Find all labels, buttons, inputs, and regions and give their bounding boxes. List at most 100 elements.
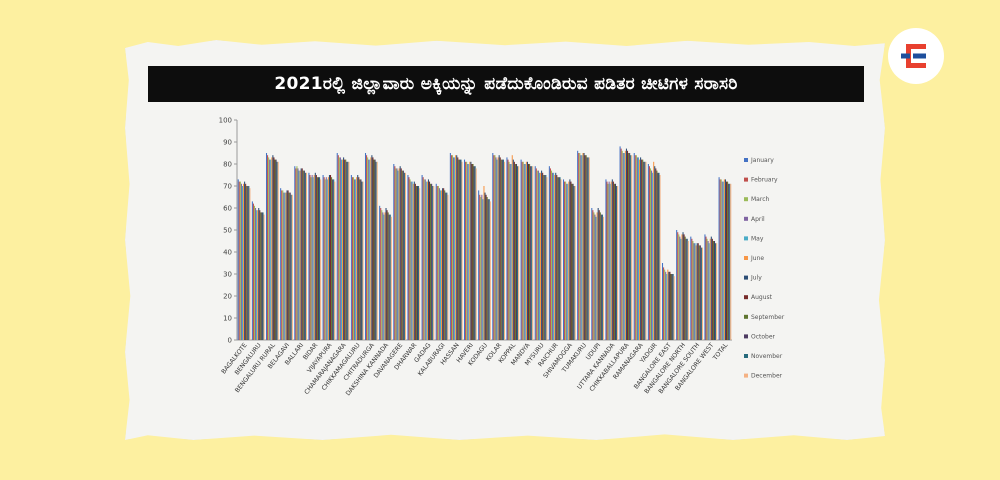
bar [710, 236, 712, 340]
bar [704, 234, 706, 340]
bar [534, 166, 536, 340]
legend-entry: October [751, 333, 776, 340]
bar [522, 161, 524, 340]
bar [247, 186, 249, 340]
bar [536, 170, 538, 340]
bar [312, 177, 314, 340]
bar [475, 168, 477, 340]
bar [588, 157, 590, 340]
bar [419, 188, 421, 340]
bar [574, 186, 576, 340]
legend-entry: December [751, 373, 783, 380]
bar [371, 155, 373, 340]
bar [285, 192, 287, 340]
bar [345, 159, 347, 340]
bar [496, 159, 498, 340]
bar [401, 170, 403, 340]
bar [248, 186, 250, 340]
y-tick-label: 100 [219, 117, 232, 125]
bar [653, 161, 655, 340]
bar [624, 150, 626, 340]
bar [711, 238, 713, 340]
bar [546, 177, 548, 340]
bar [586, 157, 588, 340]
bar [404, 172, 407, 340]
bar [443, 188, 445, 340]
bar [286, 190, 288, 340]
bar [331, 177, 333, 340]
bar [465, 161, 467, 340]
bar [512, 159, 514, 340]
bar [313, 175, 315, 340]
bar [513, 161, 515, 340]
bar [454, 157, 456, 340]
bar [648, 166, 650, 340]
bar [455, 155, 457, 340]
brand-logo[interactable] [888, 28, 944, 84]
bar [699, 245, 701, 340]
bar [520, 159, 522, 340]
bar [723, 179, 725, 340]
bar [571, 183, 573, 340]
bar [598, 210, 600, 340]
bar [403, 172, 405, 340]
bar [358, 177, 360, 340]
bar [652, 172, 654, 340]
bar [596, 212, 598, 340]
bar [577, 150, 579, 340]
bar [593, 212, 595, 340]
bar [449, 153, 451, 340]
bar [354, 179, 356, 340]
bar [700, 247, 702, 340]
bar [274, 159, 276, 340]
bar [644, 161, 646, 340]
bar [669, 271, 671, 340]
bar [381, 210, 383, 340]
legend-swatch [744, 373, 748, 378]
bar [480, 197, 482, 340]
bar [728, 183, 730, 340]
bar [510, 164, 512, 340]
bar [245, 183, 247, 340]
bar [380, 208, 382, 340]
bar [503, 161, 506, 340]
bar [256, 210, 258, 340]
legend-entry: July [750, 275, 762, 282]
bar [267, 155, 269, 340]
bar [439, 190, 442, 340]
bar [665, 271, 667, 340]
bar [298, 170, 300, 340]
chart-title: 2021ರಲ್ಲಿ ಜಿಲ್ಲಾವಾರು ಅಕ್ಕಿಯನ್ನು ಪಡೆದುಕೊಂ… [148, 66, 864, 102]
bar [426, 181, 428, 340]
bar [696, 243, 698, 340]
bar [333, 179, 335, 340]
bar [409, 179, 411, 340]
y-tick-label: 40 [223, 249, 232, 257]
bar [472, 164, 474, 340]
bar [680, 238, 682, 340]
bar [727, 181, 729, 340]
bar [643, 161, 645, 340]
bar [469, 161, 471, 340]
bar [616, 186, 618, 340]
bar [460, 159, 462, 340]
legend-swatch [744, 314, 748, 319]
bar [303, 170, 305, 340]
bar [289, 192, 291, 340]
bar [708, 243, 710, 340]
bar [246, 186, 248, 340]
bar [410, 181, 412, 340]
bar [655, 168, 657, 340]
bar [238, 181, 240, 340]
bar [691, 238, 693, 340]
y-tick-label: 70 [223, 183, 232, 191]
bar [297, 168, 299, 340]
bar [385, 208, 387, 340]
bar [594, 214, 596, 340]
bar [683, 234, 685, 340]
bar [355, 179, 357, 340]
bar [693, 243, 695, 340]
bar [395, 168, 397, 340]
bar [657, 172, 659, 340]
bar [715, 243, 717, 340]
